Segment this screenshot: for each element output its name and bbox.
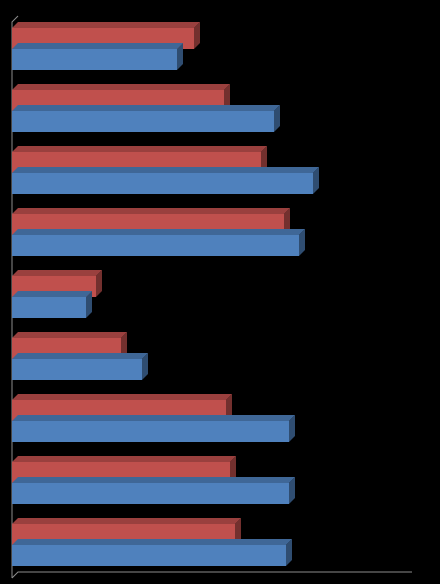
bar <box>12 167 319 194</box>
bar-top <box>12 105 280 111</box>
bar-side <box>96 270 102 297</box>
bar-side <box>226 394 232 421</box>
bar-side <box>194 22 200 49</box>
bar-side <box>313 167 319 194</box>
bar-face <box>12 49 177 70</box>
bar-face <box>12 173 313 194</box>
bar-side <box>286 539 292 566</box>
bar-top <box>12 43 183 49</box>
bar-side <box>230 456 236 483</box>
bar-face <box>12 359 142 380</box>
bar-face <box>12 483 289 504</box>
bar-side <box>289 477 295 504</box>
bar-side <box>224 84 230 111</box>
bar <box>12 291 92 318</box>
axis-floor <box>11 571 412 579</box>
bar-side <box>274 105 280 132</box>
bar-top <box>12 332 127 338</box>
bar-top <box>12 167 319 173</box>
bar-face <box>12 235 299 256</box>
bar-face <box>12 297 86 318</box>
bar-face <box>12 421 289 442</box>
bar <box>12 415 295 442</box>
bar-top <box>12 518 241 524</box>
bar-top <box>12 22 200 28</box>
axis-wall <box>11 15 19 578</box>
bar <box>12 43 183 70</box>
bar-top <box>12 477 295 483</box>
bar <box>12 539 292 566</box>
bar-side <box>284 208 290 235</box>
bar-face <box>12 111 274 132</box>
bar-side <box>289 415 295 442</box>
bar-top <box>12 539 292 545</box>
bar-top <box>12 415 295 421</box>
bar <box>12 229 305 256</box>
bar-side <box>299 229 305 256</box>
bar-side <box>177 43 183 70</box>
bar <box>12 353 148 380</box>
bar-top <box>12 394 232 400</box>
bar-top <box>12 229 305 235</box>
bar-side <box>121 332 127 359</box>
bar-top <box>12 208 290 214</box>
bar-top <box>12 291 92 297</box>
bar-top <box>12 456 236 462</box>
bar-side <box>235 518 241 545</box>
bar-top <box>12 353 148 359</box>
bar-top <box>12 84 230 90</box>
bar-side <box>142 353 148 380</box>
bar-top <box>12 270 102 276</box>
bar-face <box>12 545 286 566</box>
bar-side <box>261 146 267 173</box>
bar-side <box>86 291 92 318</box>
bar-top <box>12 146 267 152</box>
bar <box>12 105 280 132</box>
bar <box>12 477 295 504</box>
